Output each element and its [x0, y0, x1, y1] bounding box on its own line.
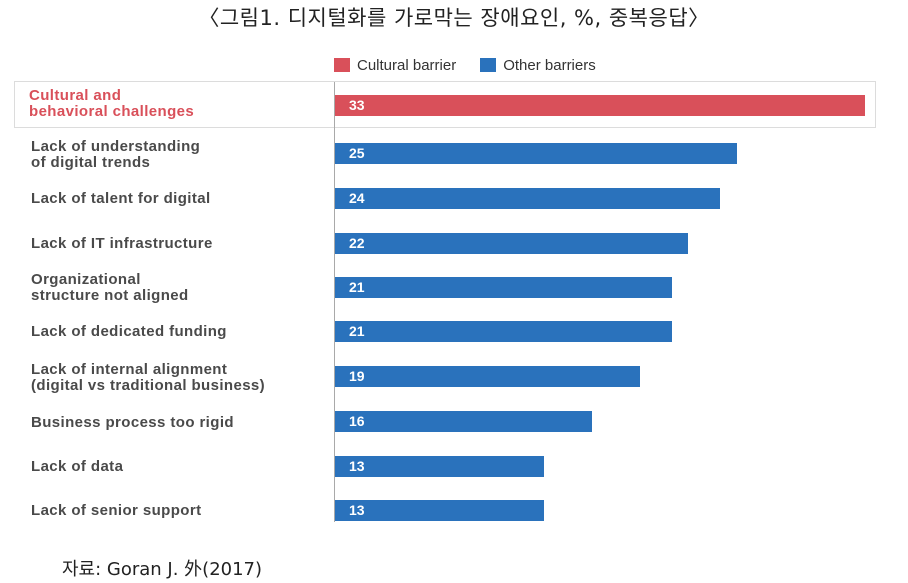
category-label: Business process too rigid — [31, 414, 234, 431]
legend-label-cultural: Cultural barrier — [357, 56, 457, 74]
bar — [335, 411, 592, 432]
highlight-box — [14, 81, 876, 128]
bar-value-label: 22 — [349, 235, 365, 251]
bar-value-label: 19 — [349, 368, 365, 384]
legend-item-cultural: Cultural barrier — [334, 57, 456, 74]
bar — [335, 321, 673, 342]
bar-value-label: 16 — [349, 413, 365, 429]
bar-value-label: 24 — [349, 190, 365, 206]
category-label: Lack of senior support — [31, 502, 202, 519]
bar — [335, 277, 673, 298]
category-label: Lack of talent for digital — [31, 190, 211, 207]
bar — [335, 456, 544, 477]
legend-item-other: Other barriers — [480, 57, 596, 74]
category-label: Cultural and behavioral challenges — [29, 87, 195, 120]
source-note: 자료: Goran J. 外(2017) — [62, 559, 263, 580]
category-label: Lack of dedicated funding — [31, 323, 227, 340]
bar — [335, 188, 721, 209]
bar-value-label: 13 — [349, 502, 365, 518]
legend-swatch-cultural — [334, 58, 350, 72]
bar-value-label: 25 — [349, 145, 365, 161]
category-label: Lack of IT infrastructure — [31, 235, 213, 252]
category-label: Lack of understanding of digital trends — [31, 138, 201, 171]
chart-legend: Cultural barrier Other barriers — [334, 55, 620, 75]
y-axis-line — [334, 82, 335, 522]
chart-title: 〈그림1. 디지털화를 가로막는 장애요인, %, 중복응답〉 — [198, 6, 710, 30]
bar-value-label: 33 — [349, 97, 365, 113]
category-label: Lack of data — [31, 458, 124, 475]
bar — [335, 95, 865, 116]
bar-value-label: 21 — [349, 323, 365, 339]
bar — [335, 366, 641, 387]
bar — [335, 143, 737, 164]
bar-value-label: 13 — [349, 458, 365, 474]
bar — [335, 500, 544, 521]
legend-swatch-other — [480, 58, 497, 72]
category-label: Lack of internal alignment (digital vs t… — [31, 361, 266, 394]
category-label: Organizational structure not aligned — [31, 271, 189, 304]
bar-value-label: 21 — [349, 279, 365, 295]
bar — [335, 233, 689, 254]
legend-label-other: Other barriers — [503, 56, 596, 74]
